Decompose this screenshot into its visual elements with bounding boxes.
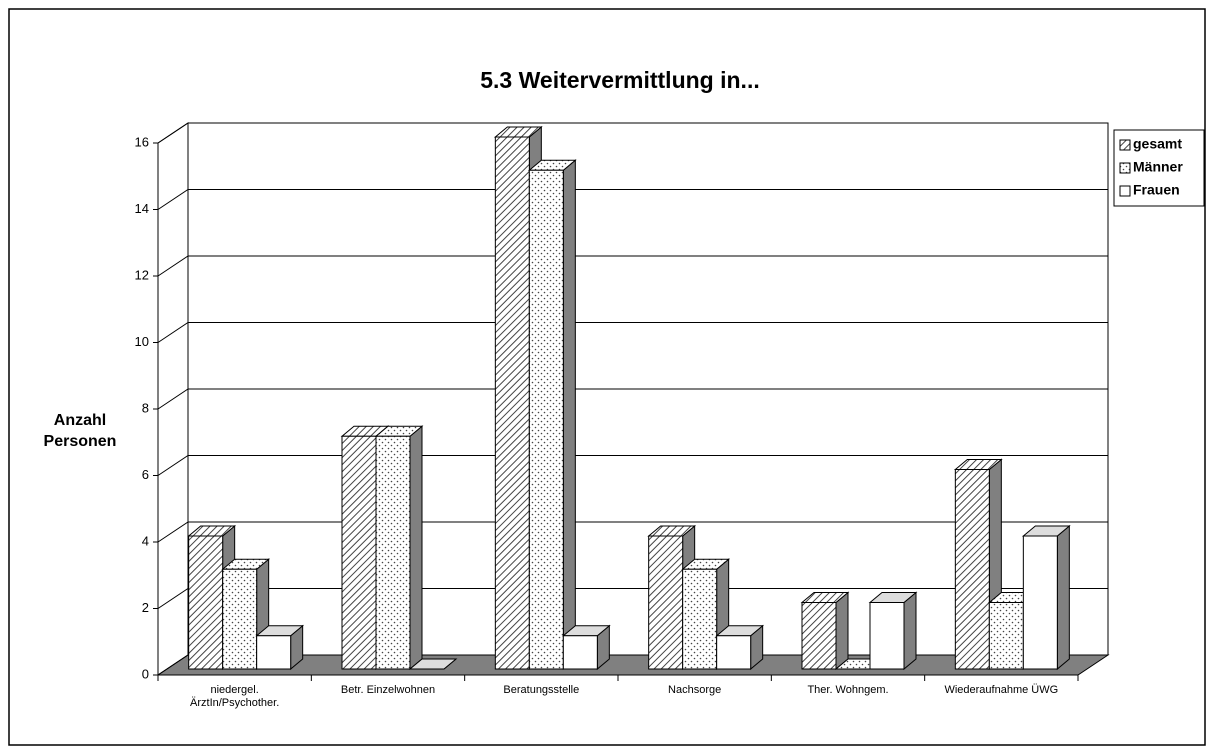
legend-label: Männer xyxy=(1133,159,1183,175)
legend-swatch xyxy=(1119,139,1131,151)
grid-line xyxy=(157,455,1108,476)
y-tick-label: 10 xyxy=(135,334,149,349)
y-tick-label: 6 xyxy=(142,467,149,482)
bar xyxy=(341,435,377,670)
grid-line xyxy=(157,189,1108,210)
bar xyxy=(648,535,684,670)
bar xyxy=(869,602,905,670)
x-tick-label: Betr. Einzelwohnen xyxy=(340,684,436,696)
grid-line xyxy=(157,654,1108,676)
frame xyxy=(8,8,1206,746)
y-tick-label: 4 xyxy=(142,533,149,548)
y-tick-label: 14 xyxy=(135,201,149,216)
bar xyxy=(988,602,1024,670)
y-tick-label: 0 xyxy=(142,666,149,681)
bar xyxy=(375,435,411,670)
legend-swatch xyxy=(1119,162,1131,174)
bar-side xyxy=(409,425,423,671)
y-tick-label: 8 xyxy=(142,400,149,415)
bar xyxy=(188,535,224,670)
bar xyxy=(222,568,258,670)
x-tick-label: Nachsorge xyxy=(668,684,722,696)
x-tick-label: Ther. Wohngem. xyxy=(807,684,889,696)
legend-label: gesamt xyxy=(1133,136,1182,152)
grid-line xyxy=(157,588,1108,609)
grid-line xyxy=(157,521,1108,543)
y-tick-label: 12 xyxy=(135,267,149,282)
bar xyxy=(954,469,990,670)
legend-swatch xyxy=(1119,185,1131,197)
bar xyxy=(716,635,752,670)
x-tick-label: Wiederaufnahme ÜWG xyxy=(944,684,1059,696)
bar xyxy=(682,568,718,670)
bar-side xyxy=(903,591,917,671)
grid-line xyxy=(157,322,1108,343)
y-tick-label: 2 xyxy=(142,600,149,615)
legend-label: Frauen xyxy=(1133,182,1180,198)
bar-side xyxy=(835,591,849,671)
bar-top xyxy=(408,658,458,670)
bar xyxy=(562,635,598,670)
x-tick-label: Beratungsstelle xyxy=(503,684,580,696)
bar xyxy=(494,136,530,670)
y-axis-label: Anzahl Personen xyxy=(43,412,117,450)
x-tick-label: niedergel. ÄrztIn/Psychother. xyxy=(190,684,280,709)
grid-line xyxy=(157,255,1108,277)
bar xyxy=(528,169,564,670)
bar xyxy=(256,635,292,670)
y-tick-label: 16 xyxy=(135,134,149,149)
bar-side xyxy=(562,159,576,671)
bar xyxy=(801,602,837,670)
grid-line xyxy=(157,388,1108,410)
bar-side xyxy=(1056,524,1070,671)
bar xyxy=(1022,535,1058,670)
chart-title: 5.3 Weitervermittlung in... xyxy=(480,67,759,93)
grid-line xyxy=(157,122,1108,144)
